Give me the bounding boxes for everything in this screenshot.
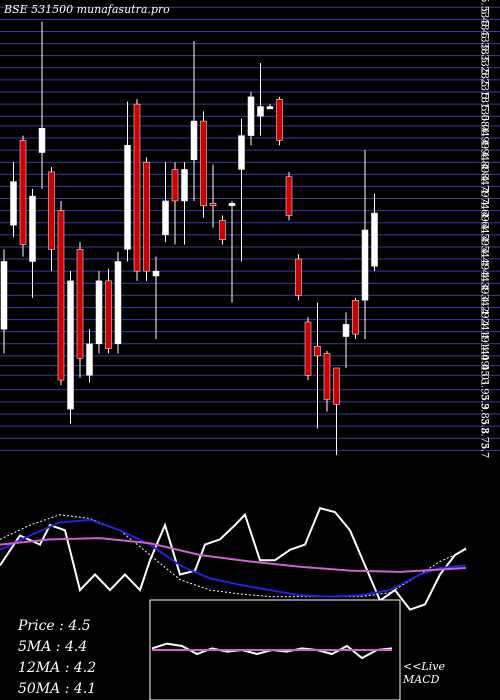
candle-body <box>266 106 274 110</box>
candle-body <box>48 171 55 250</box>
candle-body <box>38 128 46 153</box>
candle-body <box>304 321 312 376</box>
y-tick-label: 4.59 <box>479 224 490 246</box>
candle-body <box>19 140 27 245</box>
candle-body <box>247 96 255 136</box>
y-tick-label: 4.44 <box>479 260 490 282</box>
y-tick-label: 5.04 <box>479 115 490 137</box>
y-tick-label: 4.79 <box>479 175 490 197</box>
y-tick-label: 5.43 <box>479 20 490 42</box>
y-tick-label: 5.08 <box>479 105 490 127</box>
y-tick-label: 4.99 <box>479 127 490 149</box>
legend-entry: Price : 4.5 <box>17 618 91 634</box>
candle-body <box>361 229 369 301</box>
y-tick-label: 3.7 <box>479 442 490 458</box>
y-tick-label: 4.94 <box>479 139 490 161</box>
macd-label: <<Live <box>403 660 445 673</box>
candle-body <box>228 203 236 207</box>
y-tick-label: 3.95 <box>479 379 490 401</box>
chart-title: BSE 531500 munafasutra.pro <box>3 3 170 16</box>
candle-body <box>76 249 84 359</box>
y-tick-label: 4.34 <box>479 284 490 306</box>
candle-body <box>0 261 8 330</box>
candle-body <box>342 324 350 337</box>
y-tick-label: 4.89 <box>479 151 490 173</box>
y-tick-label: 5.18 <box>479 81 490 103</box>
candle-body <box>200 120 207 207</box>
candle-body <box>209 203 217 207</box>
candle-body <box>152 270 160 277</box>
y-tick-label: 5.28 <box>479 57 490 79</box>
candle-body <box>29 195 36 262</box>
y-tick-label: 5.38 <box>479 32 490 54</box>
candle-body <box>190 120 198 161</box>
candle-body <box>143 161 150 272</box>
candle-body <box>219 220 226 240</box>
y-tick-label: 4.24 <box>479 308 490 330</box>
y-tick-label: 4.09 <box>479 345 490 367</box>
y-tick-label: 4.64 <box>479 212 490 234</box>
legend-entry: 50MA : 4.1 <box>18 681 96 697</box>
y-tick-label: 4.29 <box>479 296 490 318</box>
candle-body <box>333 367 340 405</box>
candle-body <box>114 261 122 345</box>
candle-body <box>314 345 321 357</box>
candle-body <box>257 106 264 117</box>
y-tick-label: 5.13 <box>479 93 490 115</box>
legend-entry: 5MA : 4.4 <box>18 639 87 655</box>
y-tick-label: 4.19 <box>479 321 490 343</box>
candle-body <box>371 212 378 267</box>
y-tick-label: 4.54 <box>479 236 490 258</box>
candle-body <box>285 176 293 216</box>
ma-line <box>0 518 467 598</box>
y-tick-label: 4.39 <box>479 272 490 294</box>
ma-panel: Price : 4.5 5MA : 4.4 12MA : 4.2 50MA : 4.1 <box>0 507 467 697</box>
macd-label: MACD <box>402 673 440 686</box>
y-tick-label: 3.8 <box>479 418 490 434</box>
candle-body <box>181 169 188 202</box>
candle-body <box>323 353 331 400</box>
y-tick-label: 5.33 <box>479 45 490 67</box>
candle-body <box>171 169 179 202</box>
candle-body <box>10 181 17 226</box>
y-tick-label: 4.69 <box>479 199 490 221</box>
y-tick-label: 3.9 <box>479 394 490 410</box>
y-tick-label: 4.74 <box>479 187 490 209</box>
candle-body <box>238 135 245 170</box>
candle-body <box>162 200 169 236</box>
y-tick-label: 4.01 <box>479 364 490 386</box>
ma-line <box>0 514 467 598</box>
ma-line <box>0 507 467 611</box>
y-tick-label: 4.49 <box>479 248 490 270</box>
candle-body <box>124 145 131 250</box>
legend-entry: 12MA : 4.2 <box>18 660 96 676</box>
candle-body <box>276 99 283 141</box>
candle-body <box>105 280 112 349</box>
y-tick-label: 3.75 <box>479 427 490 449</box>
y-tick-label: 5.53 <box>479 0 490 18</box>
y-tick-label: 5.48 <box>479 8 490 30</box>
y-tick-label: 4.05 <box>479 354 490 376</box>
y-tick-label: 3.85 <box>479 403 490 425</box>
candle-body <box>67 280 74 410</box>
candle-body <box>133 103 141 272</box>
y-tick-label: 4.14 <box>479 333 490 355</box>
candle-body <box>95 280 103 345</box>
candle-body <box>86 343 93 376</box>
ma-line <box>0 537 467 573</box>
price-panel: 5.535.485.435.385.335.285.235.185.135.08… <box>0 0 500 458</box>
y-tick-label: 5.23 <box>479 69 490 91</box>
candle-body <box>57 210 65 381</box>
candle-body <box>352 299 359 335</box>
y-tick-label: 4.84 <box>479 163 490 185</box>
candle-body <box>295 258 302 296</box>
